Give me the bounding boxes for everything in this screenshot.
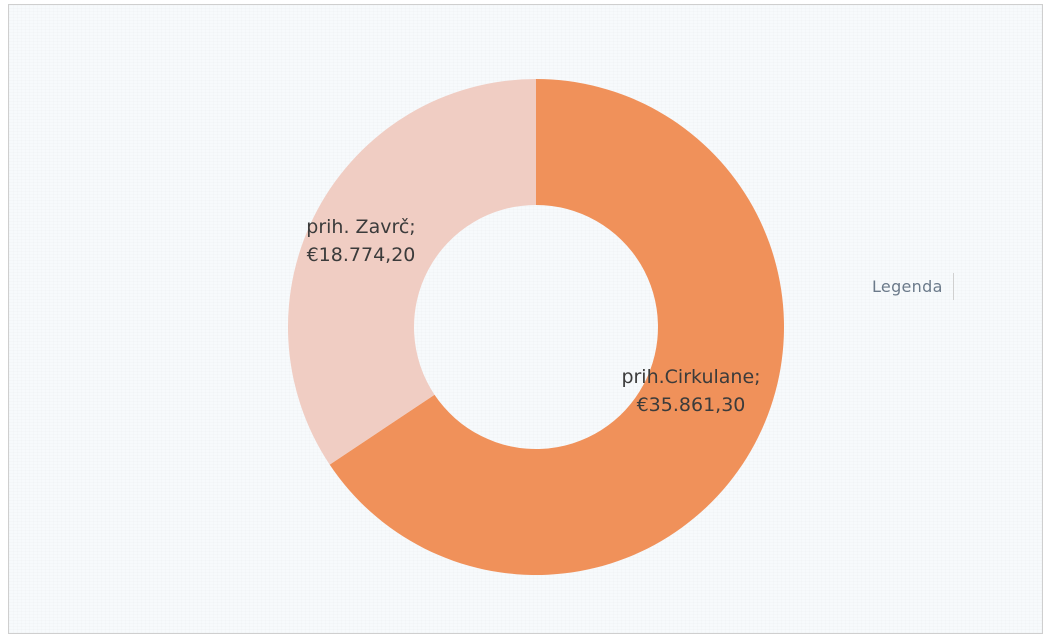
slice-labels: prih.Cirkulane; €35.861,30 prih. Zavrč; €18… (306, 216, 760, 416)
chart-frame: prih.Cirkulane; €35.861,30 prih. Zavrč; €18… (8, 4, 1043, 634)
slice-label-value: €18.774,20 (307, 244, 416, 266)
slice-label-2: prih. Zavrč; €18.774,20 (306, 216, 415, 266)
slice-label-value: €35.861,30 (637, 394, 746, 416)
slice-label-1: prih.Cirkulane; €35.861,30 (621, 366, 760, 416)
donut-slice-1 (329, 79, 784, 575)
slice-label-category: prih. Zavrč; (306, 216, 415, 238)
legend-title: Legenda (860, 273, 954, 300)
slice-label-category: prih.Cirkulane; (621, 366, 760, 388)
donut-slice-2 (288, 78, 536, 465)
donut-slices (288, 78, 784, 575)
donut-chart: prih.Cirkulane; €35.861,30 prih. Zavrč; €18… (288, 78, 784, 575)
